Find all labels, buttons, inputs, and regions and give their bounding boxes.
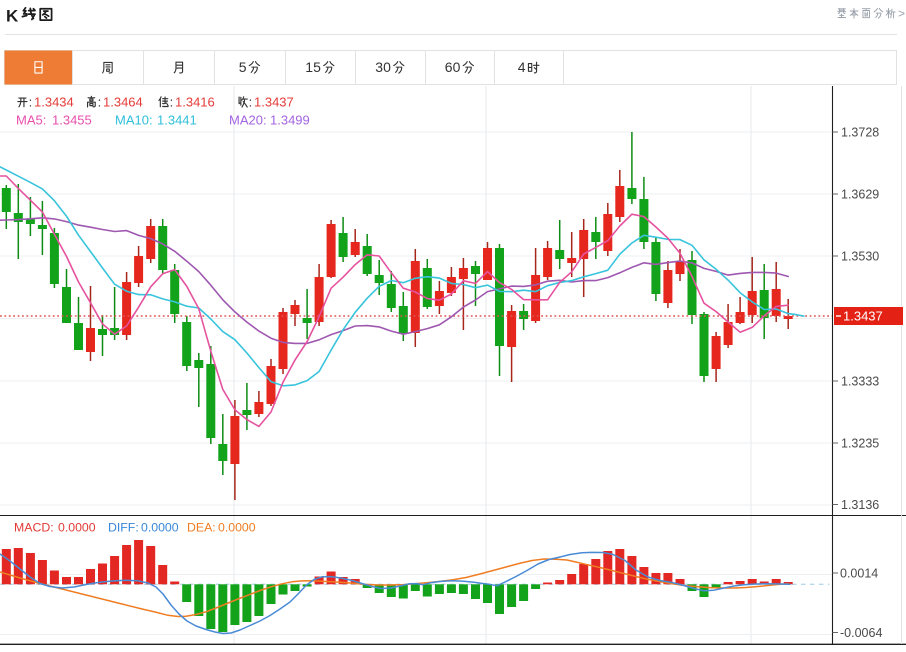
svg-text:1.3235: 1.3235: [841, 436, 879, 450]
svg-text:1.3441: 1.3441: [157, 113, 197, 128]
svg-text:1.3455: 1.3455: [52, 113, 92, 128]
svg-text:1.3416: 1.3416: [175, 95, 215, 110]
svg-text:MACD:: MACD:: [14, 521, 54, 535]
svg-text:1.3434: 1.3434: [34, 95, 74, 110]
svg-text:DIFF:: DIFF:: [108, 521, 139, 535]
svg-text:1.3629: 1.3629: [841, 187, 879, 201]
svg-text::: :: [170, 95, 174, 110]
svg-text::: :: [249, 95, 253, 110]
svg-text:MA20:: MA20:: [229, 113, 267, 128]
svg-text:4: 4: [518, 59, 526, 75]
svg-text:1.3437: 1.3437: [843, 309, 883, 324]
svg-text:0.0000: 0.0000: [218, 521, 256, 535]
svg-text::: :: [29, 95, 33, 110]
svg-text:1.3728: 1.3728: [841, 125, 879, 139]
svg-text:-0.0064: -0.0064: [840, 626, 882, 640]
svg-text:MA5:: MA5:: [16, 113, 46, 128]
svg-text:0.0000: 0.0000: [58, 521, 96, 535]
svg-text:1.3333: 1.3333: [841, 374, 879, 388]
svg-text:1.3136: 1.3136: [841, 498, 879, 512]
svg-text:30: 30: [375, 59, 391, 75]
svg-text:15: 15: [305, 59, 321, 75]
svg-text:DEA:: DEA:: [187, 521, 216, 535]
svg-text:K: K: [6, 7, 19, 26]
svg-text:1.3464: 1.3464: [103, 95, 143, 110]
svg-text:1.3437: 1.3437: [254, 95, 294, 110]
svg-text:60: 60: [445, 59, 461, 75]
svg-text:>: >: [898, 7, 905, 21]
svg-text:5: 5: [239, 59, 247, 75]
svg-text:1.3499: 1.3499: [270, 113, 310, 128]
svg-text::: :: [98, 95, 102, 110]
svg-text:0.0014: 0.0014: [840, 566, 878, 580]
svg-text:1.3530: 1.3530: [841, 249, 879, 263]
svg-text:MA10:: MA10:: [115, 113, 153, 128]
svg-text:0.0000: 0.0000: [141, 521, 179, 535]
